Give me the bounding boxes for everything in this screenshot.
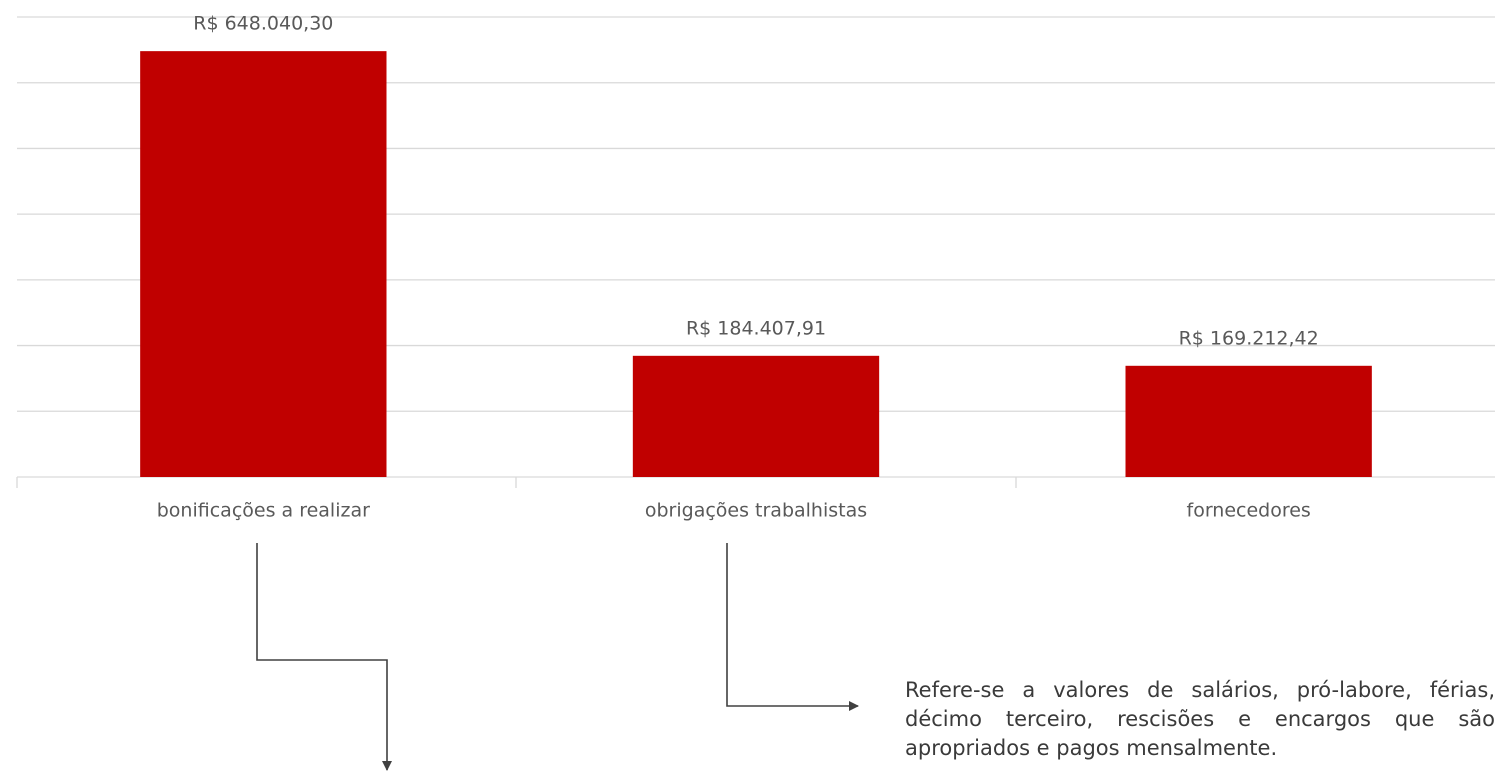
connector-arrow — [726, 543, 859, 711]
connector-arrow — [256, 543, 392, 771]
data-label: R$ 169.212,42 — [1179, 327, 1319, 349]
annotation: Refere-se a valores de salários, pró-lab… — [905, 678, 1495, 760]
bar — [632, 355, 880, 477]
bar — [140, 51, 387, 477]
data-label: R$ 184.407,91 — [686, 317, 826, 339]
x-tick-label: obrigações trabalhistas — [645, 500, 867, 522]
axis-separators — [16, 477, 1017, 488]
x-tick-label: fornecedores — [1187, 500, 1311, 522]
x-tick-label: bonificações a realizar — [157, 500, 370, 522]
bar — [1125, 365, 1372, 477]
data-label: R$ 648.040,30 — [193, 13, 333, 35]
